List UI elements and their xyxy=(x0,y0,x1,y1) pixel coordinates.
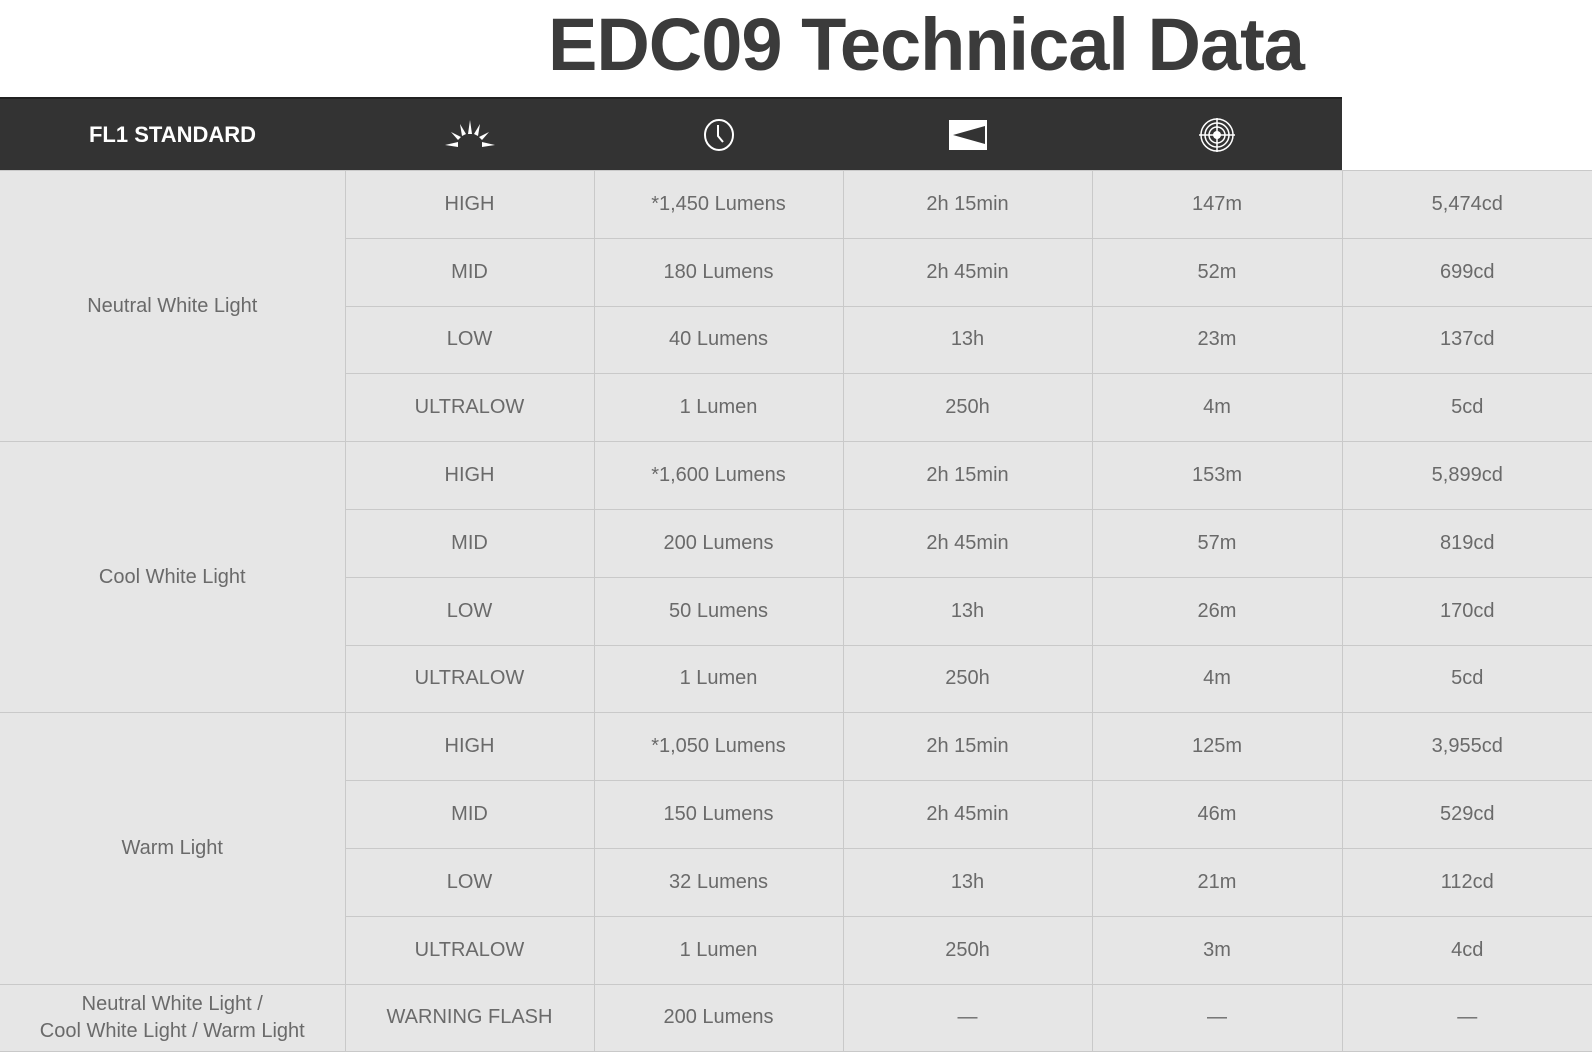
beam-distance-icon xyxy=(948,119,987,150)
distance-header xyxy=(843,97,1092,171)
distance-cell: 4m xyxy=(1091,644,1343,714)
intensity-header xyxy=(1092,97,1342,171)
distance-cell: 21m xyxy=(1091,847,1343,917)
title-bar: EDC09 Technical Data xyxy=(0,0,1592,97)
mode-cell: MID xyxy=(345,780,595,849)
output-cell: 40 Lumens xyxy=(593,305,844,375)
header-row: FL1 STANDARD xyxy=(0,97,1592,171)
intensity-cell: 4cd xyxy=(1341,915,1592,985)
intensity-cell: 5,899cd xyxy=(1341,441,1592,510)
distance-cell: 46m xyxy=(1091,780,1343,849)
mode-cell: ULTRALOW xyxy=(345,373,595,443)
output-cell: 150 Lumens xyxy=(593,780,844,849)
table-row: MID 200 Lumens 2h 45min 57m 819cd xyxy=(0,508,1592,578)
table-row: ULTRALOW 1 Lumen 250h 4m 5cd xyxy=(0,644,1592,714)
intensity-icon xyxy=(1199,117,1235,152)
output-cell: *1,600 Lumens xyxy=(593,441,844,510)
distance-cell: 23m xyxy=(1091,305,1343,375)
runtime-cell: — xyxy=(842,983,1093,1052)
runtime-cell: 2h 45min xyxy=(842,237,1093,307)
table-row: MID 180 Lumens 2h 45min 52m 699cd xyxy=(0,237,1592,307)
mode-cell: ULTRALOW xyxy=(345,915,595,985)
table-row: ULTRALOW 1 Lumen 250h 3m 4cd xyxy=(0,915,1592,985)
runtime-cell: 13h xyxy=(842,305,1093,375)
distance-cell: 153m xyxy=(1091,441,1343,510)
table-row: MID 150 Lumens 2h 45min 46m 529cd xyxy=(0,780,1592,849)
runtime-cell: 250h xyxy=(842,373,1093,443)
distance-cell: 147m xyxy=(1091,170,1343,239)
output-cell: 1 Lumen xyxy=(593,644,844,714)
output-cell: 50 Lumens xyxy=(593,576,844,646)
output-cell: 32 Lumens xyxy=(593,847,844,917)
runtime-cell: 2h 45min xyxy=(842,508,1093,578)
standard-header: FL1 STANDARD xyxy=(0,97,345,171)
spec-table: FL1 STANDARD xyxy=(0,97,1592,1052)
mode-cell: MID xyxy=(345,508,595,578)
distance-cell: 3m xyxy=(1091,915,1343,985)
intensity-cell: 137cd xyxy=(1341,305,1592,375)
output-cell: 200 Lumens xyxy=(593,983,844,1052)
output-cell: 180 Lumens xyxy=(593,237,844,307)
table-row: Neutral White Light / Cool White Light /… xyxy=(0,983,1592,1052)
runtime-clock-icon xyxy=(703,118,734,151)
distance-cell: 4m xyxy=(1091,373,1343,443)
mode-cell: LOW xyxy=(345,305,595,375)
intensity-cell: 5cd xyxy=(1341,644,1592,714)
table-row: LOW 50 Lumens 13h 26m 170cd xyxy=(0,576,1592,646)
output-cell: *1,050 Lumens xyxy=(593,712,844,782)
runtime-cell: 13h xyxy=(842,847,1093,917)
output-header xyxy=(345,97,594,171)
distance-cell: 52m xyxy=(1091,237,1343,307)
mode-cell: HIGH xyxy=(344,441,595,510)
table-row: LOW 32 Lumens 13h 21m 112cd xyxy=(0,847,1592,917)
intensity-cell: 112cd xyxy=(1341,847,1592,917)
light-group-label: Warm Light xyxy=(0,712,346,985)
output-cell: 1 Lumen xyxy=(593,373,844,443)
spec-table-body: Neutral White Light HIGH *1,450 Lumens 2h 1… xyxy=(0,169,1592,1052)
table-row: Cool White Light HIGH *1,600 Lumens 2h 15mi… xyxy=(0,441,1592,714)
runtime-cell: 250h xyxy=(842,915,1093,985)
page-title: EDC09 Technical Data xyxy=(548,3,1305,86)
distance-cell: 57m xyxy=(1091,508,1343,578)
mode-cell: HIGH xyxy=(344,712,595,782)
output-cell: 1 Lumen xyxy=(593,915,844,985)
mode-cell: LOW xyxy=(345,576,595,646)
mode-cell: ULTRALOW xyxy=(345,644,595,714)
intensity-cell: 819cd xyxy=(1341,508,1592,578)
runtime-cell: 250h xyxy=(842,644,1093,714)
mode-cell: WARNING FLASH xyxy=(344,983,595,1052)
intensity-cell: — xyxy=(1341,983,1592,1052)
brightness-icon xyxy=(444,119,495,147)
intensity-cell: 699cd xyxy=(1341,237,1592,307)
runtime-cell: 2h 15min xyxy=(842,170,1093,239)
runtime-cell: 13h xyxy=(842,576,1093,646)
distance-cell: — xyxy=(1091,983,1343,1052)
table-row: Warm Light HIGH *1,050 Lumens 2h 15min 125m 3… xyxy=(0,712,1592,985)
intensity-cell: 170cd xyxy=(1341,576,1592,646)
light-group-label: Cool White Light xyxy=(0,441,346,714)
intensity-cell: 529cd xyxy=(1341,780,1592,849)
output-cell: *1,450 Lumens xyxy=(593,170,844,239)
distance-cell: 125m xyxy=(1091,712,1343,782)
mode-cell: LOW xyxy=(345,847,595,917)
runtime-cell: 2h 45min xyxy=(842,780,1093,849)
distance-cell: 26m xyxy=(1091,576,1343,646)
runtime-cell: 2h 15min xyxy=(842,712,1093,782)
table-row: Neutral White Light HIGH *1,450 Lumens 2h 1… xyxy=(0,169,1592,443)
light-group-label: Neutral White Light xyxy=(0,169,346,443)
table-row: LOW 40 Lumens 13h 23m 137cd xyxy=(0,305,1592,375)
runtime-cell: 2h 15min xyxy=(842,441,1093,510)
intensity-cell: 5cd xyxy=(1341,373,1592,443)
intensity-cell: 5,474cd xyxy=(1341,170,1592,239)
mode-cell: MID xyxy=(345,237,595,307)
intensity-cell: 3,955cd xyxy=(1341,712,1592,782)
light-group-label: Neutral White Light / Cool White Light /… xyxy=(0,983,346,1052)
mode-cell: HIGH xyxy=(344,170,595,239)
output-cell: 200 Lumens xyxy=(593,508,844,578)
runtime-header xyxy=(594,97,843,171)
